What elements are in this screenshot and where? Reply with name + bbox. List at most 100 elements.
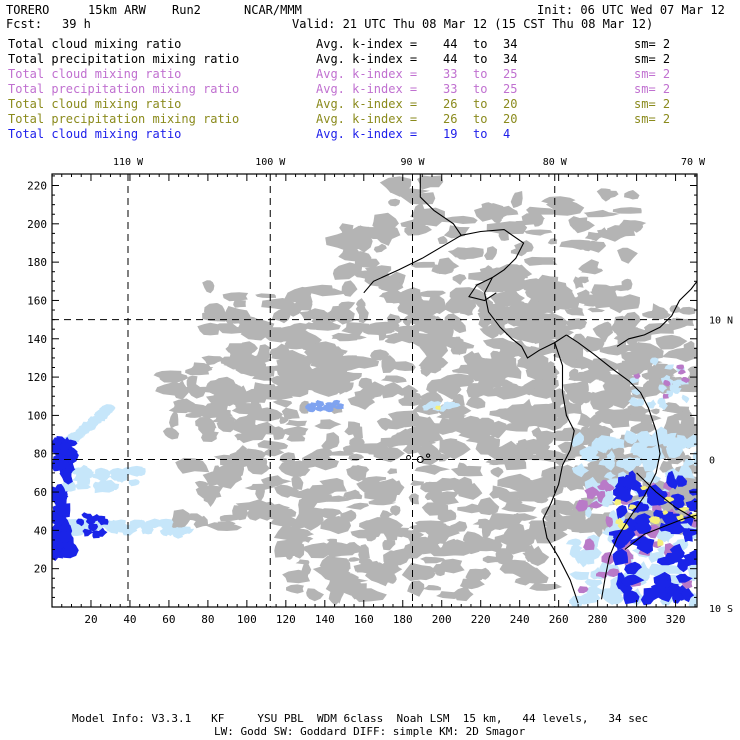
convection-cell [677,369,686,375]
convection-cell [583,538,595,551]
cloud-patch [262,448,285,457]
legend-field-name: Total precipitation mixing ratio [8,112,240,126]
cloud-patch [233,299,246,308]
x-tick-label: 80 [201,613,214,626]
cloud-patch [626,333,638,346]
longitude-label: 70 W [681,157,706,168]
cloud-patch [585,240,607,253]
convection-cell [612,548,629,566]
cloud-patch [402,530,425,539]
cloud-patch [380,558,400,573]
cloud-patch [386,185,402,194]
y-tick-label: 140 [27,333,47,346]
cloud-patch [584,231,604,242]
convection-cell [662,393,669,399]
cloud-patch [437,257,460,275]
legend-kindex-to: 20 [503,112,518,126]
cloud-streak [450,402,461,408]
convection-cell [648,563,666,576]
convection-cell [620,580,633,598]
cloud-patch [345,502,369,510]
cloud-patch [257,440,289,451]
x-tick-label: 300 [627,613,647,626]
cloud-patch [331,332,360,342]
cloud-patch [574,294,606,305]
cloud-patch [320,516,352,535]
y-tick-label: 220 [27,179,47,192]
intense-cloud [52,544,61,561]
cloud-patch [408,523,443,530]
cloud-patch [185,366,214,376]
legend-kindex-to: 20 [503,97,518,111]
cloud-patch [375,224,401,246]
cloud-patch [261,298,296,310]
legend-kindex-from: 33 [443,82,458,96]
convection-cell [565,538,582,548]
valid-time: Valid: 21 UTC Thu 08 Mar 12 (15 CST Thu … [292,17,654,31]
cloud-streak [85,418,102,428]
cloud-patch [274,484,300,498]
cloud-streak [77,476,91,486]
cloud-patch [398,191,436,205]
cloud-patch [186,375,198,391]
cloud-band [347,355,380,369]
cloud-patch [365,517,404,535]
organization: NCAR/MMM [244,3,302,17]
plot-frame [51,173,698,608]
legend-field-name: Total cloud mixing ratio [8,127,182,141]
cloud-patch [415,290,447,298]
model-name: TORERO [6,3,50,17]
cloud-patch [301,561,312,576]
cloud-patch [604,286,617,293]
cloud-patch [466,383,494,398]
cloud-patch [603,190,619,200]
convection-cell [676,475,688,487]
convection-cell [677,558,689,573]
cloud-band [537,402,562,420]
cloud-streak [133,519,146,528]
y-tick-label: 160 [27,294,47,307]
cloud-streak [315,401,324,408]
model-info-line: Model Info: V3.3.1 KF YSU PBL WDM 6class… [72,712,649,725]
cloud-patch [382,540,396,551]
convection-cell [688,439,697,447]
cloud-patch [672,410,693,421]
convection-cell [624,430,639,445]
intense-cloud [81,512,93,520]
convection-cell [568,595,587,606]
cloud-patch [459,578,485,590]
convection-cell [611,537,625,550]
intense-cloud [88,522,99,532]
cloud-patch [195,485,224,499]
cloud-patch [449,287,487,302]
cloud-patch [529,582,563,591]
cloud-patch [339,575,369,585]
convection-cell [676,364,684,370]
cloud-patch [254,501,283,519]
cloud-patch [255,293,276,298]
x-tick-label: 240 [510,613,530,626]
cloud-band [364,265,392,276]
cloud-patch [524,256,558,266]
intense-cloud [92,531,100,539]
intense-cloud [65,464,76,472]
cloud-patch [319,478,347,493]
cloud-patch [505,446,534,461]
cloud-patch [543,361,555,380]
cloud-patch [323,541,359,558]
convection-cell [656,556,677,566]
legend-kindex-from: 44 [443,37,458,51]
cloud-band [409,304,438,322]
cloud-patch [498,222,509,241]
x-tick-label: 320 [666,613,686,626]
cloud-patch [387,410,420,426]
cloud-patch [490,305,517,319]
cloud-streak [310,402,319,409]
cloud-patch [623,440,634,448]
convection-cell [579,446,599,457]
legend-kindex-from: 33 [443,67,458,81]
cloud-patch [621,278,633,291]
x-tick-label: 100 [237,613,257,626]
convection-cell [681,394,690,404]
map-layers [52,174,697,607]
